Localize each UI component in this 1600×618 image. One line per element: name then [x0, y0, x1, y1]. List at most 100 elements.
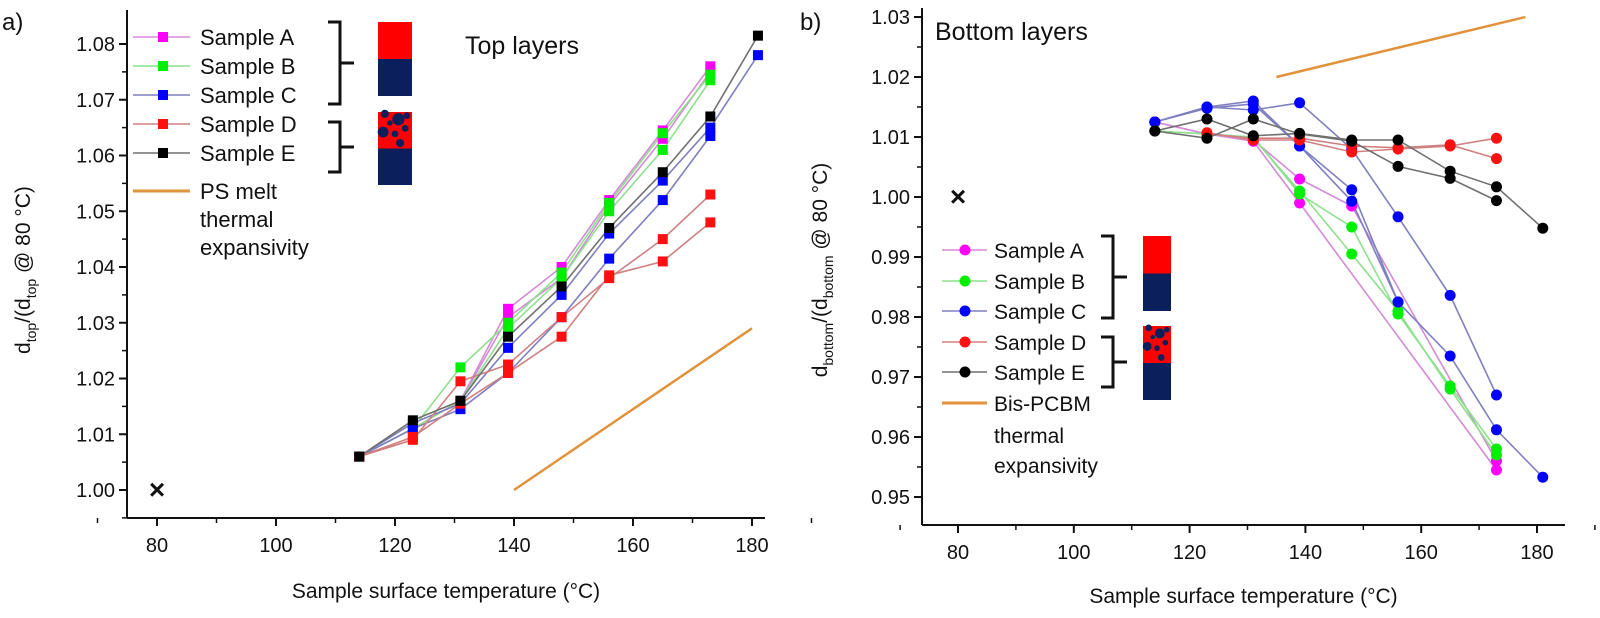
data-point-sample-b: [455, 362, 466, 373]
legend-marker-sample-a: [158, 32, 168, 42]
legend-label: Sample C: [200, 83, 297, 108]
data-point-sample-b: [657, 128, 668, 139]
x-tick-label: 100: [1057, 542, 1090, 564]
y-tick-label: 0.98: [871, 307, 910, 329]
legend-label: Sample C: [994, 301, 1086, 324]
x-tick-label: 160: [1405, 542, 1438, 564]
data-point-sample-c: [705, 130, 716, 141]
data-point-sample-c: [1149, 116, 1161, 128]
y-axis-label: dbottom/(dbottom @ 80 °C): [809, 163, 836, 378]
legend-marker-sample-d: [158, 119, 168, 129]
data-point-sample-e: [1346, 135, 1358, 147]
chart-title: Top layers: [465, 32, 579, 60]
data-point-sample-e: [604, 222, 615, 233]
data-point-sample-e: [1537, 222, 1549, 234]
data-point-sample-a: [705, 61, 716, 72]
blend-domain: [392, 113, 405, 126]
data-point-sample-c: [705, 122, 716, 133]
bilayer-schematic-bottom: [378, 59, 412, 96]
data-point-sample-b: [1346, 248, 1358, 260]
legend-label: Sample D: [994, 332, 1086, 355]
x-tick-label: 80: [947, 542, 969, 564]
bracket: [1101, 234, 1127, 320]
blend-schematic-bottom: [378, 148, 412, 185]
data-point-sample-d: [1490, 153, 1502, 165]
bilayer-schematic-bottom: [1143, 273, 1171, 311]
series-line-sample-b: [358, 79, 712, 458]
data-point-sample-e: [1201, 113, 1213, 125]
y-label-subscript: bottom: [820, 255, 836, 298]
blend-schematic-bottom: [1143, 363, 1171, 400]
data-point-sample-c: [1392, 211, 1404, 223]
data-point-sample-d: [657, 256, 668, 267]
y-tick-label: 1.02: [871, 67, 910, 89]
data-point-sample-d: [503, 359, 514, 370]
data-point-sample-d: [604, 270, 615, 281]
legend-marker-sample-b: [959, 275, 971, 287]
blend-domain: [1142, 341, 1152, 351]
data-point-sample-e: [752, 30, 763, 41]
data-point-sample-b: [1392, 305, 1404, 317]
x-axis-label: Sample surface temperature (°C): [292, 580, 600, 603]
data-point-sample-b: [604, 206, 615, 217]
data-point-sample-c: [503, 342, 514, 353]
legend-marker-sample-e: [959, 366, 971, 378]
chart-title: Bottom layers: [935, 18, 1088, 46]
x-tick-label: 140: [497, 535, 530, 557]
data-point-sample-d: [705, 217, 716, 228]
legend-label: PS melt: [200, 179, 277, 204]
y-tick-label: 1.04: [76, 257, 115, 279]
blend-domain: [1162, 339, 1169, 346]
blend-domain: [387, 120, 393, 126]
data-point-sample-e: [556, 281, 567, 292]
panel-a-top-layers: 80 100 120 140 160 180 1.00 1.01 1.02 1.03 1.04 1.0…: [2, 9, 813, 603]
y-tick-label: 0.95: [871, 487, 910, 509]
data-point-sample-e: [1149, 125, 1161, 137]
x-axis-label: Sample surface temperature (°C): [1089, 585, 1397, 608]
data-point-sample-e: [503, 331, 514, 342]
data-point-sample-d: [657, 234, 668, 245]
y-label-part: d: [12, 342, 35, 354]
legend-label: expansivity: [994, 455, 1098, 478]
panel-label: a): [2, 9, 23, 36]
data-point-sample-b: [556, 273, 567, 284]
series-line-sample-c: [358, 54, 759, 458]
series-line-sample-b: [358, 74, 711, 458]
data-point-sample-c: [1294, 97, 1306, 109]
data-point-sample-b: [705, 69, 716, 80]
blend-domain: [1154, 328, 1165, 339]
data-point-sample-c: [1490, 424, 1502, 436]
legend-marker-sample-d: [959, 336, 971, 348]
y-tick-label: 0.99: [871, 247, 910, 269]
y-tick-label: 1.03: [76, 313, 115, 335]
legend: Sample A Sample B Sample C Sample D Sample E…: [942, 234, 1171, 478]
data-point-sample-d: [407, 432, 418, 443]
data-point-sample-c: [1444, 350, 1456, 362]
data-point-sample-b: [657, 144, 668, 155]
data-point-sample-d: [705, 189, 716, 200]
data-point-sample-c: [1490, 389, 1502, 401]
data-point-sample-e: [1247, 113, 1259, 125]
blend-domain: [1145, 324, 1152, 332]
y-label-subscript: top: [23, 323, 39, 343]
x-tick-label: 120: [378, 535, 411, 557]
legend-label: Bis-PCBM: [994, 393, 1091, 416]
legend: Sample A Sample B Sample C Sample D Sample E…: [133, 20, 412, 260]
data-point-sample-e: [407, 415, 418, 426]
data-point-sample-e: [1392, 134, 1404, 146]
data-point-sample-a: [1294, 173, 1306, 185]
x-tick-label: 80: [146, 535, 168, 557]
data-point-sample-c: [657, 175, 668, 186]
bracket: [328, 20, 354, 106]
data-point-sample-e: [1201, 132, 1213, 144]
y-tick-label: 0.97: [871, 367, 910, 389]
y-label-part: @ 80 °C): [12, 186, 35, 279]
y-tick-label: 1.03: [871, 7, 910, 29]
data-point-sample-b: [503, 323, 514, 334]
data-point-sample-c: [1247, 98, 1259, 110]
y-label-subscript: bottom: [820, 323, 836, 366]
thermal-expansivity-line: [513, 327, 753, 492]
legend-label: expansivity: [200, 235, 309, 260]
y-tick-label: 1.02: [76, 369, 115, 391]
data-point-sample-c: [407, 423, 418, 434]
